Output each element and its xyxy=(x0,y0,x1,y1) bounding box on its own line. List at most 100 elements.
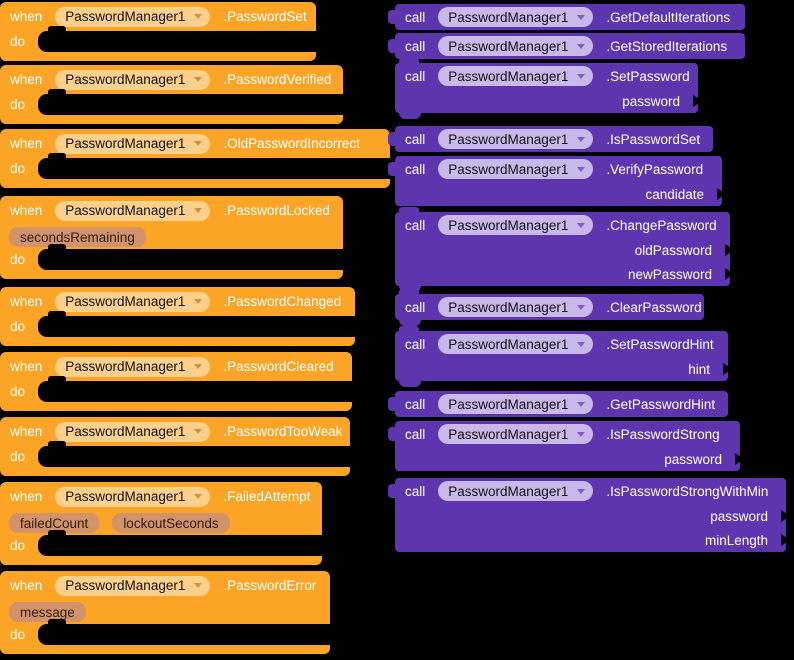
when-label: when xyxy=(10,424,43,439)
do-label: do xyxy=(10,97,26,112)
call-label: call xyxy=(405,426,426,442)
prev-connector-icon xyxy=(399,289,419,294)
statement-notch-icon xyxy=(48,26,66,31)
value-plug-icon xyxy=(388,427,395,441)
do-label: do xyxy=(10,319,26,334)
component-dropdown[interactable]: PasswordManager1 xyxy=(438,215,594,235)
value-socket-icon[interactable] xyxy=(693,95,702,107)
call-arg-row: hint xyxy=(395,357,732,381)
event-param-pill[interactable]: secondsRemaining xyxy=(9,227,146,247)
event-block-bottom xyxy=(0,115,343,124)
do-statement-slot[interactable] xyxy=(38,441,350,467)
call-block-ispasswordstrong[interactable]: call PasswordManager1 .IsPasswordStrong pas… xyxy=(388,421,744,471)
call-block-getdefaultiterations[interactable]: call PasswordManager1 .GetDefaultIteration… xyxy=(388,4,745,30)
component-dropdown[interactable]: PasswordManager1 xyxy=(55,486,211,507)
do-label-area: do xyxy=(0,94,343,115)
event-block-bottom xyxy=(0,270,343,279)
call-block-setpasswordhint[interactable]: call PasswordManager1 .SetPasswordHint hint xyxy=(395,326,732,387)
event-block-failedattempt[interactable]: when PasswordManager1 .FailedAttempt failed… xyxy=(0,482,322,565)
arg-label: password xyxy=(710,508,768,524)
call-label: call xyxy=(405,161,426,177)
call-block-ispasswordstrongwithmin[interactable]: call PasswordManager1 .IsPasswordStrongWit… xyxy=(388,478,790,552)
component-dropdown[interactable]: PasswordManager1 xyxy=(55,421,211,442)
event-block-oldpasswordincorrect[interactable]: when PasswordManager1 .OldPasswordIncorrec… xyxy=(0,129,390,188)
call-block-changepassword[interactable]: call PasswordManager1 .ChangePassword oldPa… xyxy=(395,207,734,292)
dropdown-arrow-icon xyxy=(577,431,586,437)
component-dropdown[interactable]: PasswordManager1 xyxy=(55,200,211,221)
event-param-pill[interactable]: failedCount xyxy=(9,513,100,533)
component-dropdown[interactable]: PasswordManager1 xyxy=(438,7,594,27)
do-statement-slot[interactable] xyxy=(38,153,390,179)
do-statement-slot[interactable] xyxy=(38,619,330,645)
call-block-clearpassword[interactable]: call PasswordManager1 .ClearPassword xyxy=(395,289,704,326)
value-plug-icon xyxy=(388,39,395,53)
component-dropdown[interactable]: PasswordManager1 xyxy=(438,66,594,86)
call-method-label: .ClearPassword xyxy=(606,299,702,315)
do-statement-slot[interactable] xyxy=(38,311,355,337)
call-method-label: .SetPasswordHint xyxy=(606,336,714,352)
component-dropdown[interactable]: PasswordManager1 xyxy=(438,36,594,56)
component-dropdown-value: PasswordManager1 xyxy=(65,136,186,151)
event-method-label: .PasswordCleared xyxy=(223,359,334,374)
component-dropdown-value: PasswordManager1 xyxy=(448,161,569,177)
do-statement-slot[interactable] xyxy=(38,26,316,52)
component-dropdown[interactable]: PasswordManager1 xyxy=(438,334,594,354)
prev-connector-icon xyxy=(399,326,419,331)
when-label: when xyxy=(10,294,43,309)
component-dropdown[interactable]: PasswordManager1 xyxy=(55,6,211,27)
event-block-passwordtooweak[interactable]: when PasswordManager1 .PasswordTooWeak do xyxy=(0,417,350,476)
statement-notch-icon xyxy=(48,376,66,381)
value-socket-icon[interactable] xyxy=(781,534,790,546)
value-socket-icon[interactable] xyxy=(725,244,734,256)
do-row: do xyxy=(0,26,316,52)
do-statement-slot[interactable] xyxy=(38,376,352,402)
event-param-pill[interactable]: lockoutSeconds xyxy=(112,513,230,533)
component-dropdown[interactable]: PasswordManager1 xyxy=(438,129,594,149)
component-dropdown[interactable]: PasswordManager1 xyxy=(55,575,211,596)
value-socket-icon[interactable] xyxy=(723,363,732,375)
do-label-area: do xyxy=(0,446,350,467)
call-block-ispasswordset[interactable]: call PasswordManager1 .IsPasswordSet xyxy=(388,126,713,152)
dropdown-arrow-icon xyxy=(194,14,203,19)
call-block-getstorediterations[interactable]: call PasswordManager1 .GetStoredIterations xyxy=(388,33,745,59)
arg-label: hint xyxy=(688,361,710,377)
call-block-setpassword[interactable]: call PasswordManager1 .SetPassword password xyxy=(395,58,702,119)
event-block-passwordlocked[interactable]: when PasswordManager1 .PasswordLocked secon… xyxy=(0,196,343,279)
event-block-header: when PasswordManager1 .PasswordTooWeak xyxy=(0,417,350,446)
do-statement-slot[interactable] xyxy=(38,89,343,115)
component-dropdown[interactable]: PasswordManager1 xyxy=(438,297,594,317)
call-block-verifypassword[interactable]: call PasswordManager1 .VerifyPassword candi… xyxy=(388,156,726,206)
event-block-passwordcleared[interactable]: when PasswordManager1 .PasswordCleared do xyxy=(0,352,352,411)
component-dropdown[interactable]: PasswordManager1 xyxy=(438,394,594,414)
event-block-passworderror[interactable]: when PasswordManager1 .PasswordError messag… xyxy=(0,571,330,654)
value-plug-icon xyxy=(388,484,395,498)
value-socket-icon[interactable] xyxy=(725,268,734,280)
component-dropdown[interactable]: PasswordManager1 xyxy=(55,69,211,90)
do-statement-slot[interactable] xyxy=(38,530,322,556)
do-statement-slot[interactable] xyxy=(38,244,343,270)
component-dropdown-value: PasswordManager1 xyxy=(65,489,186,504)
value-socket-icon[interactable] xyxy=(735,453,744,465)
component-dropdown[interactable]: PasswordManager1 xyxy=(438,481,594,501)
value-socket-icon[interactable] xyxy=(717,188,726,200)
component-dropdown[interactable]: PasswordManager1 xyxy=(438,159,594,179)
event-block-bottom xyxy=(0,467,350,476)
call-label: call xyxy=(405,396,426,412)
event-block-passwordchanged[interactable]: when PasswordManager1 .PasswordChanged do xyxy=(0,287,355,346)
component-dropdown[interactable]: PasswordManager1 xyxy=(55,356,211,377)
event-block-bottom xyxy=(0,402,352,411)
component-dropdown[interactable]: PasswordManager1 xyxy=(55,291,211,312)
call-block-getpasswordhint[interactable]: call PasswordManager1 .GetPasswordHint xyxy=(388,391,728,417)
event-param-pill[interactable]: message xyxy=(9,602,86,622)
component-dropdown[interactable]: PasswordManager1 xyxy=(55,133,211,154)
event-block-passwordset[interactable]: when PasswordManager1 .PasswordSet do xyxy=(0,2,316,61)
dropdown-arrow-icon xyxy=(577,488,586,494)
event-block-bottom xyxy=(0,645,330,654)
dropdown-arrow-icon xyxy=(194,364,203,369)
arg-label: candidate xyxy=(645,186,704,202)
component-dropdown-value: PasswordManager1 xyxy=(448,38,569,54)
event-block-passwordverified[interactable]: when PasswordManager1 .PasswordVerified do xyxy=(0,65,343,124)
component-dropdown[interactable]: PasswordManager1 xyxy=(438,424,594,444)
do-label-area: do xyxy=(0,381,352,402)
value-socket-icon[interactable] xyxy=(781,510,790,522)
